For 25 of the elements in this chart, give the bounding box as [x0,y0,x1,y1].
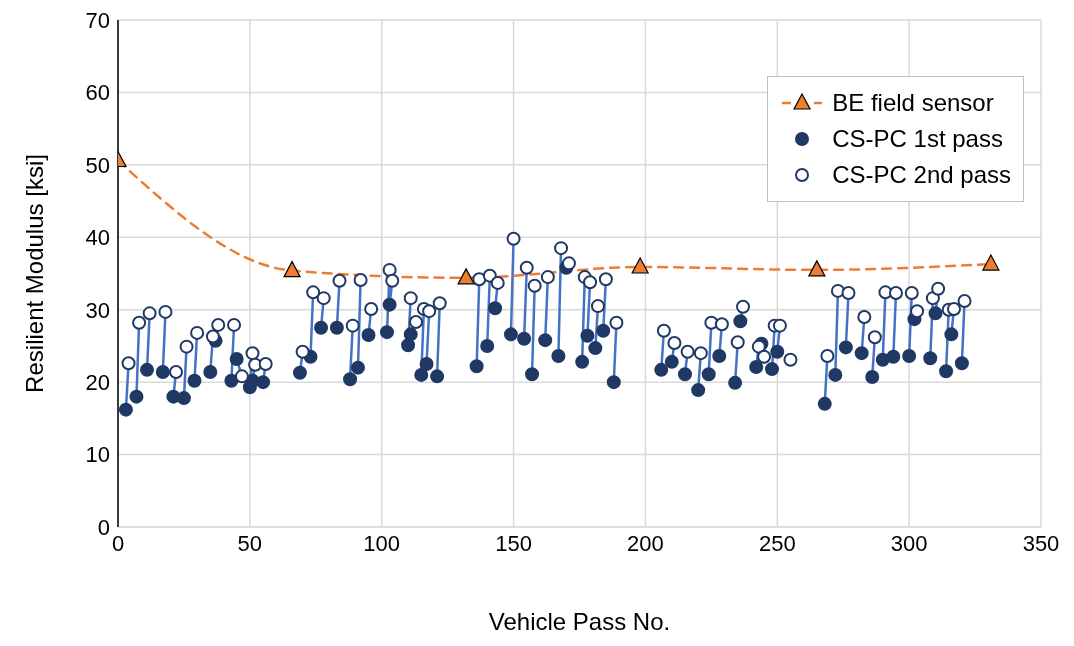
x-tick-label: 350 [1022,530,1060,556]
point [283,261,301,278]
x-tick-label: 50 [237,530,263,556]
y-tick-label: 30 [85,297,110,323]
y-tick-label: 20 [85,369,110,395]
y-tick-label: 60 [85,80,110,106]
x-tick-label: 150 [495,530,532,556]
y-axis-title: Resilient Modulus [ksi] [20,154,48,393]
x-tick-label: 300 [890,530,928,556]
legend-label: CS-PC 2nd pass [832,160,1011,190]
legend-label: BE field sensor [832,88,994,118]
point [808,260,826,277]
legend-label: CS-PC 1st pass [832,124,1003,154]
point [631,257,649,274]
x-tick-label: 100 [363,530,401,556]
x-tick-label: 250 [758,530,796,556]
x-axis-title: Vehicle Pass No. [488,608,671,635]
x-tick-label: 200 [627,530,664,556]
y-tick-label: 50 [85,152,110,178]
y-tick-label: 0 [97,514,110,540]
y-tick-label: 10 [85,442,110,468]
point [982,254,1000,271]
point [457,268,475,285]
y-tick-label: 70 [85,7,110,33]
y-tick-label: 40 [85,225,110,251]
